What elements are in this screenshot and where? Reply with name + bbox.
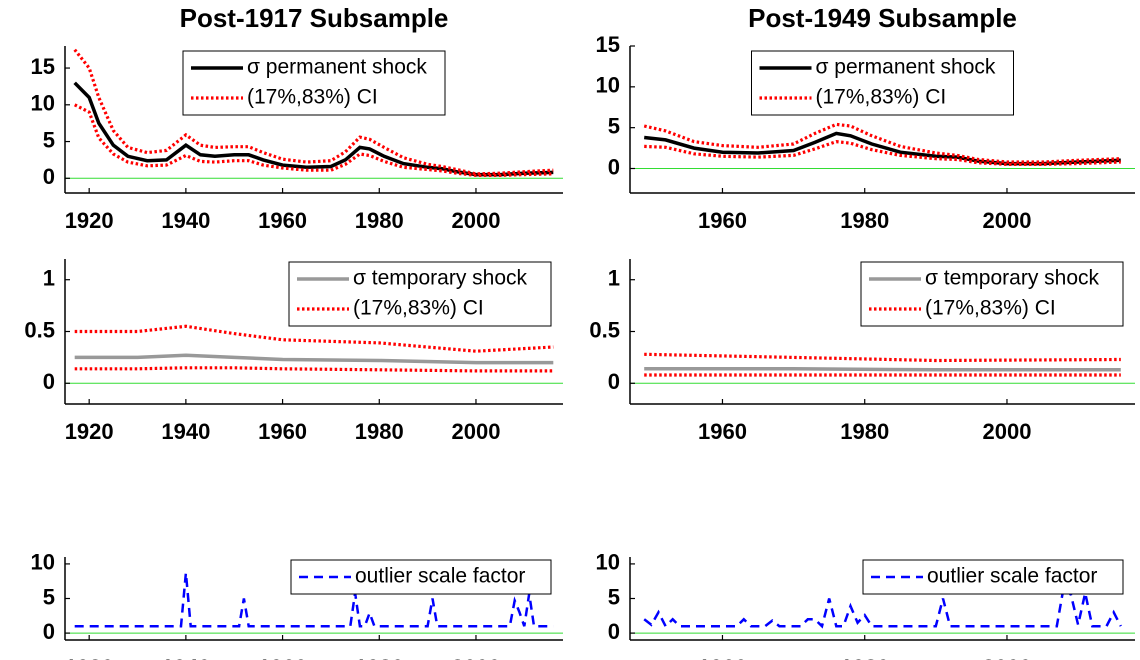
x-tick-label: 1980 — [840, 655, 889, 660]
x-tick-label: 1940 — [161, 655, 210, 660]
legend-label: σ temporary shock — [925, 267, 1100, 290]
x-tick-label: 2000 — [982, 655, 1031, 660]
legend-label: σ permanent shock — [247, 56, 427, 79]
y-tick-label: 5 — [608, 113, 620, 138]
x-tick-label: 2000 — [982, 208, 1031, 233]
y-tick-label: 1 — [43, 266, 55, 291]
series-line — [74, 572, 554, 628]
y-tick-label: 0.5 — [589, 317, 620, 342]
y-tick-label: 1 — [608, 266, 620, 291]
legend-label: outlier scale factor — [927, 565, 1097, 588]
y-tick-label: 0 — [43, 619, 55, 644]
x-tick-label: 1920 — [65, 208, 114, 233]
x-tick-label: 1960 — [698, 208, 747, 233]
y-tick-label: 15 — [31, 54, 55, 79]
ci-line — [643, 122, 1121, 164]
ci-line — [644, 352, 1121, 363]
ci-line — [73, 103, 554, 177]
panel-title: Post-1917 Subsample — [180, 3, 449, 33]
x-tick-label: 2000 — [451, 208, 500, 233]
y-tick-label: 0.5 — [24, 317, 55, 342]
series-line — [643, 583, 1122, 629]
y-tick-label: 0 — [43, 369, 55, 394]
series-line — [73, 81, 554, 177]
y-tick-label: 0 — [608, 154, 620, 179]
x-tick-label: 1920 — [65, 655, 114, 660]
y-tick-label: 10 — [31, 91, 55, 116]
y-tick-label: 10 — [596, 550, 620, 575]
legend-label: σ permanent shock — [816, 56, 996, 79]
x-tick-label: 1960 — [258, 208, 307, 233]
series-line — [644, 367, 1121, 372]
ci-line — [73, 48, 554, 176]
series-line — [644, 131, 1121, 166]
y-tick-label: 5 — [608, 584, 620, 609]
y-tick-label: 15 — [596, 32, 620, 57]
x-tick-label: 2000 — [451, 419, 500, 444]
legend-label: (17%,83%) CI — [925, 297, 1056, 320]
legend-label: (17%,83%) CI — [247, 86, 378, 109]
legend-label: outlier scale factor — [355, 565, 525, 588]
series-line — [74, 353, 554, 365]
y-tick-label: 0 — [43, 164, 55, 189]
x-tick-label: 1980 — [355, 655, 404, 660]
x-tick-label: 1960 — [698, 419, 747, 444]
panel-title: Post-1949 Subsample — [748, 3, 1017, 33]
y-tick-label: 5 — [43, 584, 55, 609]
legend-box — [182, 50, 446, 116]
x-tick-label: 1980 — [840, 208, 889, 233]
x-tick-label: 1980 — [355, 208, 404, 233]
legend-box — [288, 261, 552, 327]
ci-line — [644, 139, 1121, 166]
legend-label: σ temporary shock — [353, 267, 528, 290]
ci-line — [74, 324, 554, 353]
x-tick-label: 1920 — [65, 419, 114, 444]
y-tick-label: 0 — [608, 369, 620, 394]
legend-box — [751, 50, 1014, 116]
x-tick-label: 1980 — [355, 419, 404, 444]
y-tick-label: 10 — [31, 550, 55, 575]
x-tick-label: 1980 — [840, 419, 889, 444]
x-tick-label: 1960 — [258, 655, 307, 660]
legend-label: (17%,83%) CI — [816, 86, 947, 109]
legend-box — [860, 261, 1124, 327]
x-tick-label: 1960 — [258, 419, 307, 444]
x-tick-label: 2000 — [451, 655, 500, 660]
y-tick-label: 10 — [596, 73, 620, 98]
x-tick-label: 1960 — [698, 655, 747, 660]
x-tick-label: 1940 — [161, 419, 210, 444]
y-tick-label: 0 — [608, 619, 620, 644]
legend-label: (17%,83%) CI — [353, 297, 484, 320]
x-tick-label: 2000 — [982, 419, 1031, 444]
y-tick-label: 5 — [43, 127, 55, 152]
ci-line — [74, 366, 554, 373]
x-tick-label: 1940 — [161, 208, 210, 233]
